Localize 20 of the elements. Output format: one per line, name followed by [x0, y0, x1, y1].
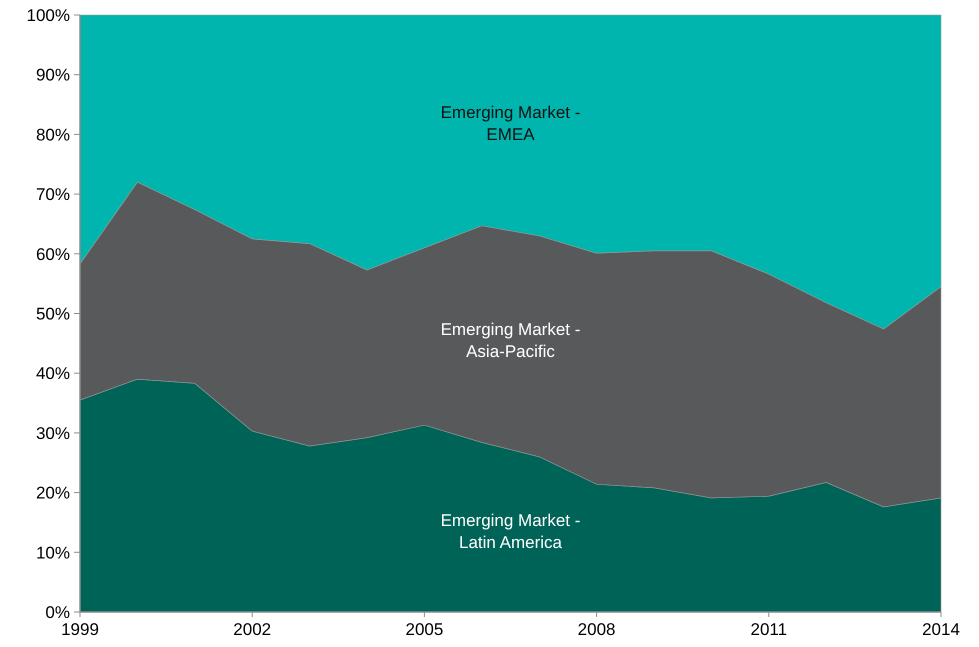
y-tick-label: 10% [36, 543, 70, 562]
y-tick-label: 70% [36, 185, 70, 204]
y-tick-label: 80% [36, 125, 70, 144]
x-tick-label: 2002 [233, 620, 272, 639]
series-label: Emerging Market - Asia-Pacific [440, 320, 580, 362]
y-tick-label: 100% [26, 6, 70, 25]
y-tick-label: 90% [36, 66, 70, 85]
y-tick-label: 40% [36, 364, 70, 384]
y-tick-label: 60% [36, 244, 70, 264]
series-label: Emerging Market - Latin America [440, 510, 580, 552]
y-tick-label: 50% [36, 304, 70, 324]
y-tick-label: 20% [36, 484, 70, 503]
x-tick-label: 1999 [61, 620, 99, 639]
y-tick-label: 0% [45, 602, 70, 622]
x-tick-label: 2005 [405, 620, 444, 639]
x-tick-label: 2014 [922, 620, 960, 639]
x-tick-label: 2011 [750, 620, 788, 639]
series-label: Emerging Market - EMEA [440, 102, 580, 144]
x-tick-label: 2008 [578, 620, 616, 639]
y-tick-label: 30% [36, 424, 70, 443]
